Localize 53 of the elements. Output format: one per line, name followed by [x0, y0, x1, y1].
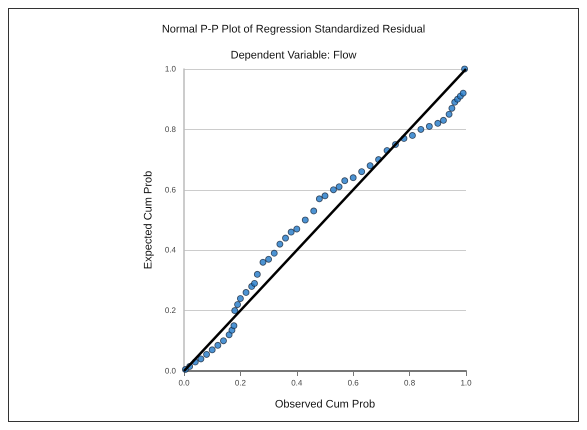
point	[446, 110, 452, 118]
point	[251, 280, 258, 287]
point	[242, 289, 250, 296]
point	[208, 346, 216, 354]
y-tick-label: 0.0	[164, 366, 177, 376]
x-tick-label: 0.4	[291, 378, 303, 388]
point	[409, 132, 416, 139]
point	[198, 356, 204, 362]
point	[231, 307, 238, 314]
point	[440, 116, 447, 124]
point	[350, 174, 357, 182]
y-tick-label: 1.0	[164, 64, 177, 74]
y-tick-label: 0.8	[164, 124, 177, 134]
point	[426, 122, 433, 130]
y-tick-label: 0.4	[164, 246, 177, 255]
point	[254, 270, 261, 278]
point	[434, 120, 442, 127]
point	[460, 90, 467, 97]
point	[448, 104, 456, 112]
point	[260, 258, 266, 266]
x-tick-label: 0.0	[178, 378, 190, 388]
point	[366, 162, 374, 170]
x-tick-label: 0.6	[348, 378, 360, 388]
point	[417, 126, 424, 133]
point	[322, 192, 328, 200]
point	[214, 342, 222, 349]
point	[220, 337, 227, 344]
x-tick-label: 0.2	[234, 378, 247, 388]
y-axis-title: Expected Cum Prob	[142, 170, 154, 270]
point	[230, 322, 238, 330]
point	[234, 301, 241, 308]
point	[276, 240, 284, 248]
point	[265, 256, 272, 263]
x-axis-title: Observed Cum Prob	[274, 398, 376, 410]
point	[203, 350, 210, 358]
chart-title: Normal P-P Plot of Regression Standardized Residual	[162, 24, 426, 36]
y-tick-label: 0.2	[164, 306, 177, 316]
point	[310, 208, 318, 214]
point	[237, 295, 244, 302]
point	[302, 216, 309, 224]
y-tick-label: 0.6	[164, 185, 177, 194]
point	[316, 195, 323, 202]
point	[336, 183, 342, 190]
point	[341, 177, 348, 184]
point	[282, 234, 289, 242]
point	[358, 168, 366, 176]
point	[288, 228, 295, 236]
point	[330, 186, 337, 194]
x-tick-label: 1.0	[460, 378, 472, 388]
chart-subtitle: Dependent Variable: Flow	[230, 50, 356, 62]
point	[270, 250, 278, 257]
point	[293, 226, 300, 232]
x-tick-label: 0.8	[404, 378, 416, 388]
